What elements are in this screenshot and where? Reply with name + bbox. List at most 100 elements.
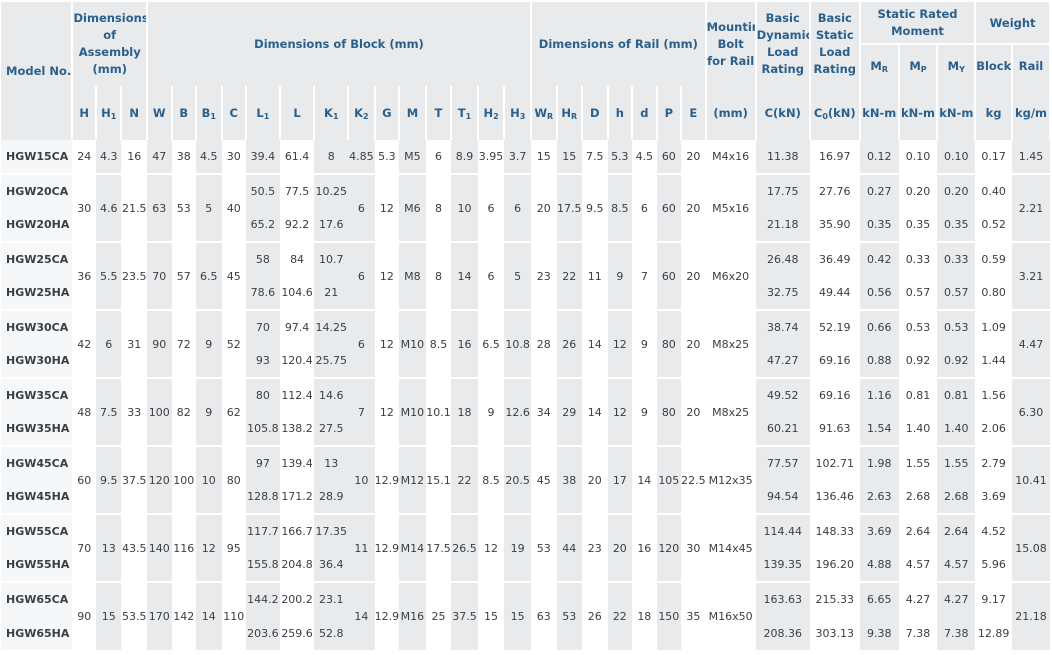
model-cell: HGW20HA: [1, 208, 73, 242]
cell-w: 70: [147, 241, 172, 310]
cell-bolt: M14x45: [705, 513, 756, 582]
cell-d: 6: [632, 173, 657, 242]
cell-g: 12.9: [374, 581, 400, 650]
cell-k1: 52.8: [314, 616, 349, 650]
cell-h: 12: [607, 309, 633, 378]
cell-b1: 6.5: [196, 241, 222, 310]
header-block-weight: Block: [975, 44, 1013, 86]
cell-n: 53.5: [121, 581, 147, 650]
cell-block-weight: 3.69: [981, 490, 1006, 503]
cell-h: 30: [72, 173, 96, 242]
cell-my: 0.53: [937, 309, 976, 344]
cell-k1: 25.75: [314, 344, 349, 378]
model-cell: HGW30HA: [1, 344, 73, 378]
cell-h: 5.3: [607, 140, 633, 174]
cell-cb: 52: [221, 309, 247, 378]
cell-k1: 21: [314, 276, 349, 310]
cell-wr: 28: [531, 309, 557, 378]
model-cell: HGW25CA: [1, 241, 73, 276]
cell-d: 4.5: [635, 150, 654, 163]
cell-l1: 65.2: [246, 208, 280, 242]
cell-g: 12: [374, 173, 400, 242]
cell-rail-weight: 3.21: [1011, 241, 1050, 310]
cell-t: 15.1: [425, 445, 452, 514]
cell-block-weight: 5.96: [981, 558, 1006, 571]
cell-d: 9: [632, 377, 657, 446]
table-row: HGW35CA 48 7.5 33 100 82 9 62 80 112.4 14.6 7 12 M10 1…: [1, 377, 1050, 446]
cell-dynamic-load: 208.36: [755, 616, 810, 650]
cell-h2: 12: [477, 513, 505, 582]
cell-static-load: 35.90: [819, 218, 851, 231]
cell-my: 0.10: [937, 140, 976, 174]
unit-header: M: [399, 86, 427, 140]
cell-block-weight: 2.79: [975, 445, 1012, 480]
cell-dynamic-load: 114.44: [755, 513, 810, 548]
cell-h: 24: [77, 150, 92, 163]
header-static-load: Basic Static Load Rating: [809, 2, 861, 86]
model-cell: HGW35CA: [1, 377, 73, 412]
cell-d: 9.5: [582, 173, 608, 242]
header-mounting-bolt: Mounting Bolt for Rail: [705, 2, 757, 86]
cell-h2: 9: [477, 377, 505, 446]
cell-dynamic-load: 38.74: [755, 309, 810, 344]
cell-bolt: M12x35: [705, 445, 756, 514]
cell-h: 8.5: [607, 173, 633, 242]
table-row: HGW15CA 24 4.3 16 47 38 4.5 30 39.4 61.4 8 4.85 5.3 M…: [1, 140, 1050, 174]
cell-dynamic-load: 11.38: [755, 140, 810, 174]
cell-l: 204.8: [281, 558, 313, 571]
cell-p: 80: [656, 377, 682, 446]
cell-b: 116: [171, 513, 196, 582]
unit-header: K1: [314, 86, 350, 140]
cell-h3: 10.8: [504, 309, 532, 378]
cell-k1: 27.5: [314, 412, 349, 446]
cell-mp: 7.38: [905, 626, 931, 640]
cell-l: 92.2: [284, 218, 310, 231]
cell-static-load: 69.16: [819, 354, 851, 367]
cell-dynamic-load: 17.75: [755, 173, 810, 208]
cell-l1: 155.8: [246, 548, 280, 582]
cell-h2: 6: [477, 173, 505, 242]
cell-static-load: 36.49: [809, 241, 860, 276]
cell-n: 23.5: [121, 241, 147, 310]
cell-mp: 0.20: [898, 173, 938, 208]
cell-b: 72: [171, 309, 196, 378]
cell-h: 9: [607, 241, 633, 310]
cell-hr: 15: [556, 140, 583, 174]
cell-h: 22: [607, 581, 633, 650]
unit-header: L: [279, 86, 316, 140]
unit-header: H2: [477, 86, 506, 140]
header-rail: Dimensions of Rail (mm): [531, 2, 707, 86]
cell-g: 12: [374, 241, 400, 310]
unit-header: h: [607, 86, 634, 140]
cell-mp: 0.53: [898, 309, 938, 344]
cell-my: 1.40: [937, 412, 976, 446]
cell-g: 12: [374, 377, 400, 446]
cell-mp: 0.81: [898, 377, 938, 412]
unit-header: kN-m: [898, 86, 939, 140]
cell-mp: 1.40: [905, 422, 931, 435]
cell-mr: 0.12: [859, 140, 899, 174]
cell-b: 142: [171, 581, 196, 650]
cell-h3: 5: [504, 241, 532, 310]
cell-static-load: 102.71: [809, 445, 860, 480]
unit-header: d: [632, 86, 658, 140]
cell-k2: 14: [348, 581, 375, 650]
cell-t: 10.1: [425, 377, 452, 446]
model-cell: HGW55CA: [1, 513, 73, 548]
cell-my: 7.38: [937, 616, 976, 650]
table-row: HGW65HA 203.6 259.6 52.8 208.36 303.13 9.38 7.3…: [1, 616, 1050, 650]
cell-b1: 12: [196, 513, 222, 582]
cell-rail-weight: 6.30: [1011, 377, 1050, 446]
unit-header: H: [72, 86, 97, 140]
cell-d: 14: [582, 377, 608, 446]
cell-h2: 6.5: [477, 309, 505, 378]
cell-b: 57: [171, 241, 196, 310]
cell-m: M16: [399, 581, 426, 650]
cell-h2: 6: [477, 241, 505, 310]
cell-block-weight: 12.89: [977, 626, 1010, 640]
cell-p: 80: [656, 309, 682, 378]
cell-my: 4.27: [937, 581, 976, 616]
cell-e: 22.5: [681, 445, 706, 514]
cell-t: 25: [425, 581, 452, 650]
cell-h: 48: [72, 377, 96, 446]
